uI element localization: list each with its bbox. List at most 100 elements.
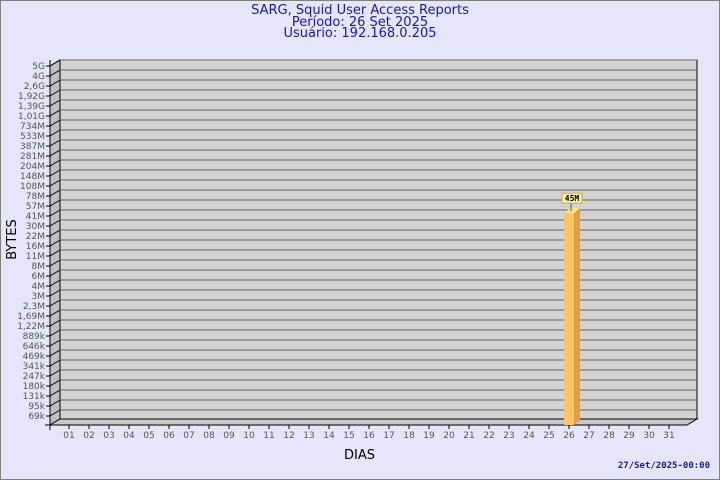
y-tick-diagonal — [49, 329, 61, 337]
y-tick-diagonal — [49, 69, 61, 77]
y-tick-diagonal — [49, 229, 61, 237]
y-tick-diagonal — [49, 89, 61, 97]
y-tick-label: 889k — [23, 332, 46, 342]
generated-timestamp: 27/Set/2025-00:00 — [617, 461, 710, 471]
y-tick-label: 4M — [32, 282, 46, 292]
y-tick-label: 16M — [26, 242, 45, 252]
y-tick-label: 41M — [26, 212, 45, 222]
y-tick-diagonal — [49, 129, 61, 137]
y-tick-label: 387M — [20, 142, 45, 152]
bar-top — [564, 208, 580, 214]
x-tick-label: 16 — [363, 431, 375, 441]
x-tick-label: 23 — [503, 431, 514, 441]
x-tick-label: 24 — [523, 431, 535, 441]
y-tick-label: 148M — [20, 172, 45, 182]
x-tick-label: 13 — [303, 431, 314, 441]
y-tick-diagonal — [49, 189, 61, 197]
x-tick-label: 11 — [263, 431, 274, 441]
y-tick-label: 247k — [23, 372, 46, 382]
x-tick-label: 06 — [163, 431, 175, 441]
y-tick-diagonal — [49, 249, 61, 257]
x-tick-label: 21 — [463, 431, 474, 441]
y-tick-diagonal — [49, 339, 61, 347]
y-tick-label: 1,69M — [17, 312, 45, 322]
x-tick-label: 26 — [563, 431, 575, 441]
y-tick-diagonal — [49, 209, 61, 217]
x-tick-label: 12 — [283, 431, 294, 441]
x-tick-label: 25 — [543, 431, 554, 441]
bar — [564, 213, 574, 425]
y-tick-diagonal — [49, 109, 61, 117]
y-tick-diagonal — [49, 239, 61, 247]
y-tick-label: 204M — [20, 162, 45, 172]
x-tick-label: 09 — [223, 431, 235, 441]
x-tick-label: 30 — [643, 431, 655, 441]
y-tick-label: 2,6G — [24, 82, 45, 92]
x-tick-label: 29 — [623, 431, 635, 441]
x-tick-label: 07 — [183, 431, 194, 441]
bar-side — [574, 208, 580, 425]
y-tick-label: 78M — [26, 192, 45, 202]
y-tick-label: 22M — [26, 232, 45, 242]
y-tick-label: 469k — [23, 352, 46, 362]
x-tick-label: 22 — [483, 431, 494, 441]
x-tick-label: 17 — [383, 431, 394, 441]
plot-floor — [48, 418, 699, 426]
x-tick-label: 20 — [443, 431, 455, 441]
y-tick-label: 108M — [20, 182, 45, 192]
chart-title: SARG, Squid User Access Reports — [251, 3, 469, 18]
y-tick-diagonal — [49, 389, 61, 397]
x-tick-label: 01 — [63, 431, 74, 441]
x-tick-label: 14 — [323, 431, 335, 441]
y-tick-label: 1,39G — [18, 102, 45, 112]
y-tick-label: 2,3M — [23, 302, 45, 312]
x-tick-label: 05 — [143, 431, 154, 441]
bar-value-label: 45M — [565, 194, 580, 203]
y-tick-label: 341k — [23, 362, 46, 372]
y-tick-label: 5G — [32, 62, 45, 72]
y-tick-diagonal — [49, 379, 61, 387]
y-tick-diagonal — [49, 79, 61, 87]
y-tick-diagonal — [49, 149, 61, 157]
y-tick-diagonal — [49, 369, 61, 377]
y-tick-label: 131k — [23, 392, 46, 402]
y-tick-label: 30M — [26, 222, 45, 232]
y-tick-label: 8M — [32, 262, 46, 272]
y-tick-diagonal — [49, 179, 61, 187]
y-tick-diagonal — [49, 59, 61, 67]
y-tick-label: 646k — [23, 342, 46, 352]
y-tick-label: 1,22M — [17, 322, 45, 332]
y-tick-label: 281M — [20, 152, 45, 162]
y-tick-diagonal — [49, 289, 61, 297]
y-tick-diagonal — [49, 319, 61, 327]
y-tick-label: 3M — [32, 292, 46, 302]
y-tick-diagonal — [49, 119, 61, 127]
chart-period: Período: 26 Set 2025 — [291, 15, 429, 30]
y-tick-diagonal — [49, 269, 61, 277]
y-tick-label: 95k — [28, 402, 45, 412]
x-tick-label: 15 — [343, 431, 354, 441]
x-tick-label: 10 — [243, 431, 255, 441]
y-tick-label: 69k — [28, 412, 45, 422]
y-tick-diagonal — [49, 169, 61, 177]
chart-user: Usuário: 192.168.0.205 — [283, 26, 437, 41]
y-tick-label: 4G — [32, 72, 45, 82]
y-tick-diagonal — [49, 199, 61, 207]
y-tick-diagonal — [49, 99, 61, 107]
y-tick-label: 1,92G — [18, 92, 45, 102]
x-axis-label: DIAS — [344, 448, 375, 463]
y-tick-label: 1,01G — [18, 112, 45, 122]
y-tick-label: 533M — [20, 132, 45, 142]
y-tick-diagonal — [49, 399, 61, 407]
y-tick-diagonal — [49, 159, 61, 167]
x-tick-label: 02 — [83, 431, 94, 441]
y-tick-diagonal — [49, 349, 61, 357]
y-tick-diagonal — [49, 309, 61, 317]
y-tick-diagonal — [49, 279, 61, 287]
y-tick-diagonal — [49, 299, 61, 307]
y-tick-label: 11M — [26, 252, 45, 262]
y-tick-diagonal — [49, 359, 61, 367]
x-tick-label: 03 — [103, 431, 114, 441]
x-tick-label: 08 — [203, 431, 215, 441]
